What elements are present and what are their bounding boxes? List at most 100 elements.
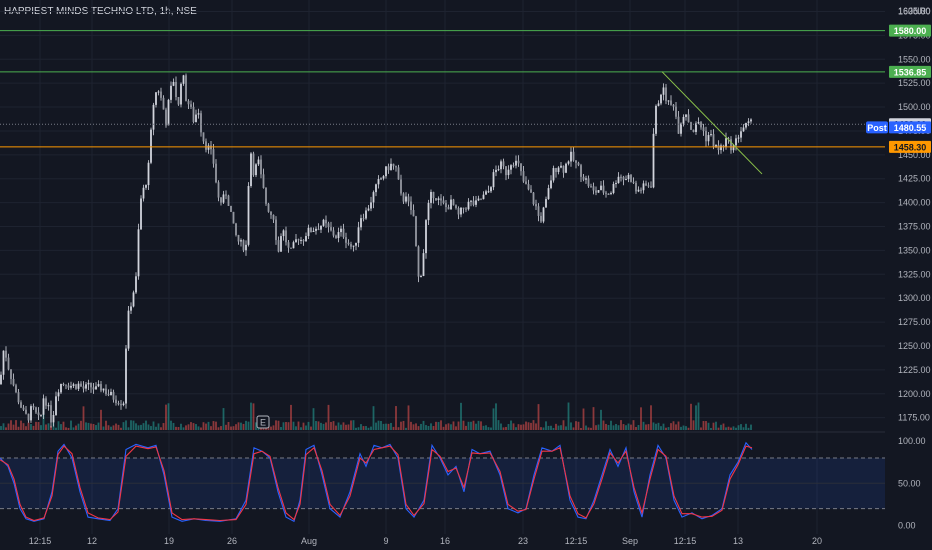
candle-body	[320, 225, 322, 230]
volume-bar	[82, 406, 85, 430]
volume-bar	[697, 402, 700, 430]
volume-bar	[130, 420, 132, 430]
volume-bar	[62, 421, 65, 430]
volume-bar	[190, 422, 192, 430]
volume-bar	[410, 421, 412, 430]
volume-bar	[627, 423, 630, 430]
price-tick-label: 1550.00	[898, 54, 931, 64]
candle-body	[200, 113, 202, 133]
volume-bar	[127, 427, 130, 430]
volume-bar	[140, 424, 142, 430]
candle-body	[162, 97, 165, 110]
candle-body	[10, 369, 12, 379]
candle-body	[540, 215, 542, 222]
volume-bar	[500, 423, 502, 430]
candle-body	[710, 134, 712, 136]
volume-bar	[570, 422, 572, 430]
candle-body	[175, 81, 177, 98]
candle-body	[207, 145, 210, 150]
candle-body	[517, 160, 520, 164]
volume-bar	[477, 420, 480, 430]
candle-body	[562, 165, 565, 173]
time-tick-label: 19	[164, 536, 174, 546]
candle-body	[600, 185, 602, 191]
volume-bar	[412, 424, 415, 430]
volume-bar	[172, 422, 175, 430]
candle-body	[285, 230, 287, 243]
candle-body	[235, 223, 237, 236]
volume-bar	[75, 425, 77, 430]
candle-body	[220, 197, 222, 203]
volume-bar	[237, 422, 240, 430]
candle-body	[290, 247, 292, 249]
volume-bar	[660, 426, 662, 430]
volume-bar	[280, 427, 282, 430]
candle-body	[735, 138, 737, 146]
candle-body	[310, 227, 312, 232]
time-tick-label: Aug	[301, 536, 317, 546]
candle-body	[90, 382, 92, 388]
candle-body	[462, 207, 465, 209]
volume-bar	[740, 424, 742, 430]
volume-bar	[175, 426, 177, 430]
volume-bar	[715, 421, 717, 430]
candle-body	[80, 383, 82, 387]
candle-body	[135, 276, 137, 293]
candle-body	[730, 139, 732, 151]
volume-bar	[490, 427, 492, 430]
volume-bar	[742, 427, 745, 430]
candle-body	[32, 406, 35, 408]
oscillator-tick-label: 0.00	[898, 521, 916, 531]
volume-bar	[270, 426, 272, 430]
candle-body	[335, 235, 337, 239]
volume-bar	[180, 423, 182, 430]
time-tick-label: 23	[518, 536, 528, 546]
price-tick-label: 1300.00	[898, 293, 931, 303]
volume-bar	[247, 421, 250, 430]
horizontal-levels[interactable]	[0, 30, 885, 148]
volume-bar	[177, 427, 180, 430]
volume-bar	[307, 421, 310, 430]
volume-bar	[582, 408, 585, 430]
volume-bar	[110, 426, 112, 430]
volume-bar	[535, 423, 537, 430]
price-axis[interactable]: 1175.00 1200.00 1225.00 1250.00 1275.00 1300.…	[898, 6, 931, 531]
volume-bar	[377, 420, 380, 430]
volume-bar	[407, 405, 410, 430]
candle-body	[212, 149, 215, 164]
volume-bar	[350, 420, 352, 430]
volume-bar	[430, 423, 432, 430]
volume-bar	[192, 423, 195, 430]
candle-body	[565, 163, 567, 173]
volume-bar	[557, 425, 560, 430]
candle-body	[282, 230, 285, 237]
candle-body	[95, 386, 97, 390]
volume-bar	[425, 425, 427, 430]
candle-body	[445, 203, 447, 208]
volume-bar	[747, 427, 750, 430]
candle-body	[405, 196, 407, 202]
volume-bar	[10, 420, 12, 430]
candle-body	[492, 172, 495, 188]
candle-body	[732, 145, 735, 151]
candle-body	[545, 199, 547, 208]
volume-bar	[595, 425, 597, 430]
volume-bar	[32, 425, 35, 430]
earnings-event-marker[interactable]: E	[256, 415, 270, 429]
price-tick-label: 1225.00	[898, 365, 931, 375]
candle-body	[57, 392, 60, 397]
volume-bar	[67, 427, 70, 430]
volume-bar	[317, 421, 320, 430]
candle-body	[7, 357, 10, 370]
candle-body	[537, 206, 540, 216]
volume-bar	[600, 409, 602, 430]
time-axis[interactable]: 12:15 12 19 26 Aug 9 16 23 12:15 Sep 12:15 13 20	[29, 536, 822, 546]
volume-bar	[455, 426, 457, 430]
candle-body	[302, 239, 305, 242]
volume-bar	[457, 421, 460, 430]
candle-body	[657, 103, 660, 106]
trendline[interactable]	[661, 71, 763, 175]
candle-body	[332, 230, 335, 236]
volume-bar	[252, 403, 255, 430]
